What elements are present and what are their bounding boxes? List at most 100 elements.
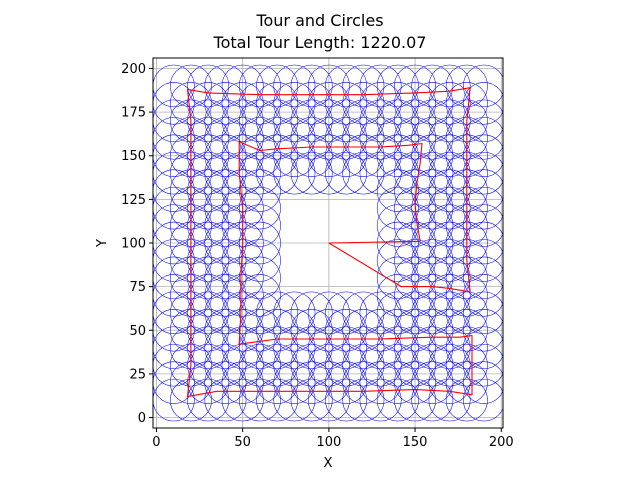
coverage-circle <box>342 134 385 177</box>
coverage-circle <box>290 82 333 125</box>
coverage-circle <box>342 291 385 335</box>
coverage-circle <box>376 82 419 125</box>
coverage-circle <box>359 99 402 143</box>
coverage-circle <box>359 117 402 160</box>
coverage-circle <box>187 169 230 212</box>
coverage-circle <box>204 343 247 387</box>
coverage-circle <box>187 378 230 422</box>
coverage-circle <box>411 186 454 230</box>
coverage-circle <box>445 309 488 352</box>
coverage-circle <box>238 221 281 265</box>
coverage-circle <box>463 186 503 230</box>
coverage-circle <box>307 378 350 422</box>
coverage-circle <box>307 361 350 404</box>
coverage-circle <box>307 82 350 125</box>
coverage-circle <box>359 291 402 335</box>
coverage-circle <box>394 186 437 230</box>
coverage-circle <box>411 378 454 422</box>
coverage-circle <box>394 326 437 369</box>
coverage-circle <box>153 169 195 212</box>
coverage-circle <box>428 151 471 195</box>
coverage-circle <box>428 169 471 212</box>
coverage-circle <box>221 309 264 352</box>
x-tick-label: 100 <box>316 435 341 450</box>
coverage-circle <box>221 82 264 125</box>
coverage-circle <box>153 64 195 108</box>
coverage-circle <box>445 274 488 317</box>
coverage-circle <box>376 326 419 369</box>
coverage-circle <box>411 151 454 195</box>
coverage-circle <box>153 82 195 125</box>
coverage-circle <box>463 343 503 387</box>
coverage-circle <box>238 326 281 369</box>
coverage-circle <box>290 99 333 143</box>
coverage-circle <box>238 151 281 195</box>
coverage-circle <box>153 343 195 387</box>
coverage-circle <box>153 274 195 317</box>
coverage-circle <box>376 378 419 422</box>
coverage-circle <box>153 134 195 177</box>
coverage-circle <box>342 343 385 387</box>
coverage-circle <box>428 326 471 369</box>
coverage-circle <box>187 186 230 230</box>
coverage-circle <box>342 64 385 108</box>
coverage-circle <box>187 204 230 247</box>
coverage-circle <box>273 64 316 108</box>
coverage-circle <box>238 309 281 352</box>
coverage-circle <box>359 309 402 352</box>
tour-path <box>186 87 473 398</box>
coverage-circle <box>187 64 230 108</box>
coverage-circle <box>187 256 230 300</box>
coverage-circle <box>290 309 333 352</box>
coverage-circle <box>463 239 503 282</box>
coverage-circle <box>376 291 419 335</box>
coverage-circle <box>204 309 247 352</box>
coverage-circle <box>325 134 368 177</box>
x-tick-label: 150 <box>403 435 428 450</box>
chart-title-line1: Tour and Circles <box>256 11 384 30</box>
coverage-circle <box>204 99 247 143</box>
coverage-circle <box>238 378 281 422</box>
y-tick-label: 100 <box>121 237 146 252</box>
coverage-circle <box>428 361 471 404</box>
coverage-circle <box>342 117 385 160</box>
coverage-circle <box>376 343 419 387</box>
coverage-circle <box>325 64 368 108</box>
coverage-circle <box>394 309 437 352</box>
x-tick-label: 50 <box>234 435 251 450</box>
coverage-circle <box>376 239 419 282</box>
coverage-circle <box>204 204 247 247</box>
coverage-circle <box>256 291 299 335</box>
coverage-circle <box>359 343 402 387</box>
coverage-circle <box>153 117 195 160</box>
x-tick-label: 200 <box>489 435 514 450</box>
coverage-circle <box>428 82 471 125</box>
coverage-circle <box>204 274 247 317</box>
coverage-circle <box>238 169 281 212</box>
coverage-circle <box>221 99 264 143</box>
coverage-circle <box>221 151 264 195</box>
coverage-circle <box>445 291 488 335</box>
coverage-circle <box>411 256 454 300</box>
coverage-circle <box>394 99 437 143</box>
coverage-circle <box>238 361 281 404</box>
coverage-circle <box>376 151 419 195</box>
x-axis-label: X <box>324 456 333 471</box>
coverage-circle <box>256 361 299 404</box>
y-tick-label: 200 <box>121 62 146 77</box>
coverage-circle <box>307 326 350 369</box>
coverage-circle <box>187 309 230 352</box>
coverage-circle <box>221 361 264 404</box>
coverage-circle <box>273 291 316 335</box>
y-tick-label: 125 <box>121 193 146 208</box>
coverage-circle <box>290 291 333 335</box>
coverage-circle <box>428 221 471 265</box>
y-tick-label: 50 <box>129 324 146 339</box>
coverage-circle <box>359 378 402 422</box>
x-tick-label: 0 <box>152 435 160 450</box>
coverage-circle <box>342 326 385 369</box>
coverage-circle <box>204 291 247 335</box>
coverage-circle <box>394 151 437 195</box>
coverage-circle <box>153 239 195 282</box>
